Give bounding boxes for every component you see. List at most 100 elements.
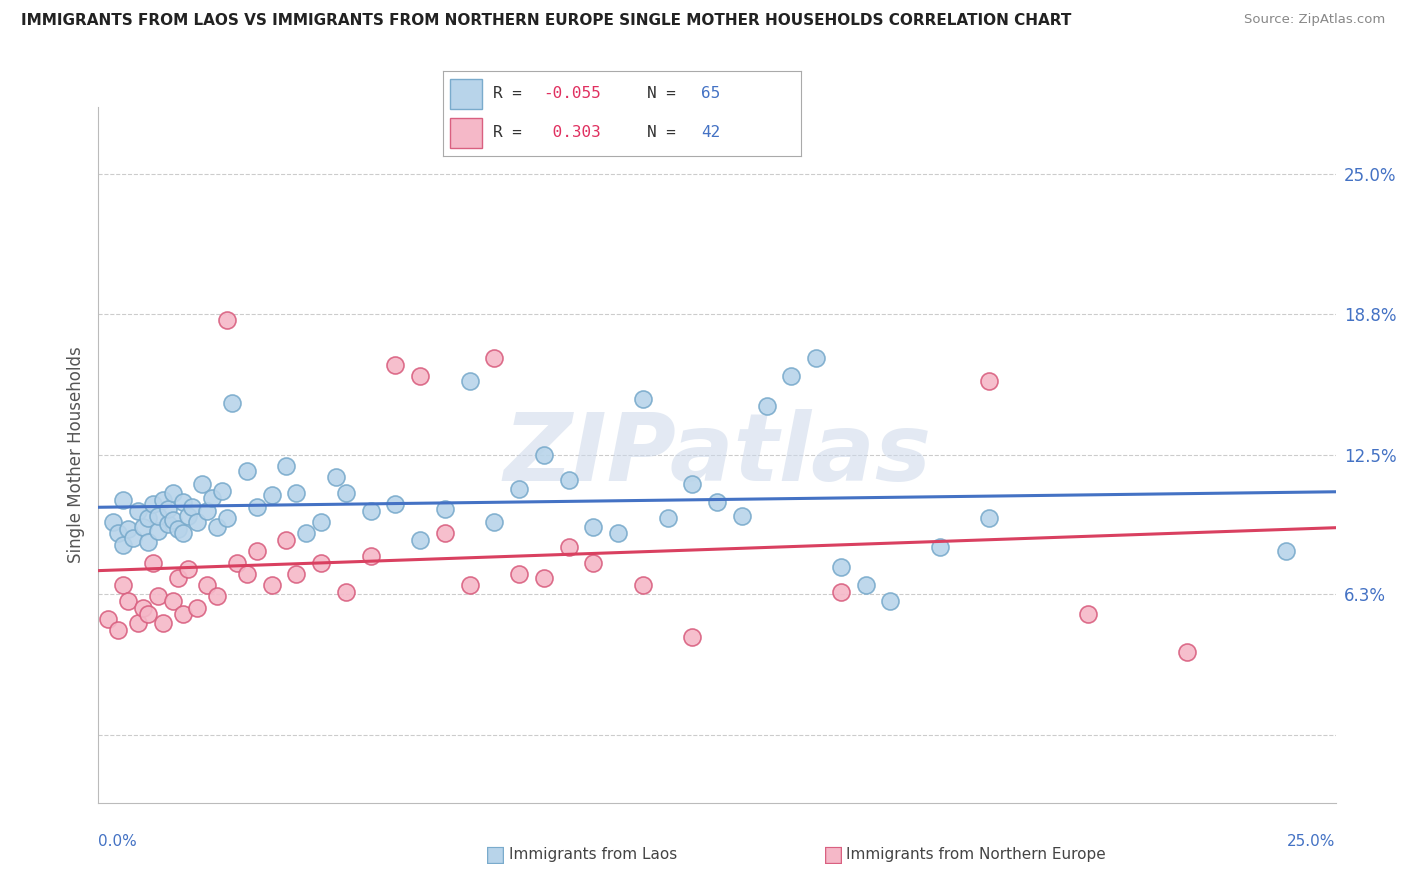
Point — [127, 616, 149, 631]
Text: ZIPatlas: ZIPatlas — [503, 409, 931, 501]
Point — [176, 562, 198, 576]
Point — [276, 533, 298, 548]
Point — [384, 497, 406, 511]
Text: N =: N = — [647, 125, 686, 140]
Point — [780, 369, 803, 384]
Point — [136, 607, 159, 622]
Point — [205, 590, 228, 604]
Point — [152, 616, 174, 631]
Point — [335, 584, 357, 599]
Text: -0.055: -0.055 — [543, 87, 600, 102]
Point — [146, 590, 169, 604]
Point — [107, 526, 129, 541]
Point — [681, 630, 703, 644]
Point — [112, 578, 135, 592]
Point — [433, 526, 456, 541]
Point — [186, 515, 208, 529]
Point — [246, 500, 269, 514]
Point — [162, 513, 184, 527]
Point — [1275, 544, 1298, 558]
Point — [706, 495, 728, 509]
Y-axis label: Single Mother Households: Single Mother Households — [66, 347, 84, 563]
Point — [136, 510, 159, 524]
Point — [1077, 607, 1099, 622]
Point — [217, 510, 239, 524]
Point — [979, 374, 1001, 388]
Text: Immigrants from Laos: Immigrants from Laos — [509, 847, 678, 862]
Point — [855, 578, 877, 592]
Point — [631, 578, 654, 592]
Point — [657, 510, 679, 524]
Point — [309, 556, 332, 570]
Point — [681, 477, 703, 491]
Point — [107, 623, 129, 637]
Point — [146, 524, 169, 539]
Text: 65: 65 — [702, 87, 720, 102]
Text: R =: R = — [494, 87, 531, 102]
Point — [295, 526, 318, 541]
Point — [557, 473, 579, 487]
Point — [276, 459, 298, 474]
Point — [103, 515, 125, 529]
Point — [484, 515, 506, 529]
Point — [112, 492, 135, 507]
Point — [132, 600, 155, 615]
Bar — [450, 79, 482, 109]
Point — [181, 500, 204, 514]
Point — [162, 594, 184, 608]
Text: R =: R = — [494, 125, 531, 140]
Point — [186, 600, 208, 615]
Point — [176, 508, 198, 523]
Point — [533, 571, 555, 585]
Point — [97, 612, 120, 626]
Point — [260, 488, 283, 502]
Point — [409, 533, 432, 548]
Point — [156, 517, 179, 532]
Point — [582, 520, 605, 534]
Point — [117, 522, 139, 536]
Text: 0.303: 0.303 — [543, 125, 600, 140]
Point — [458, 578, 481, 592]
Point — [191, 477, 214, 491]
Point — [226, 556, 249, 570]
Point — [195, 578, 218, 592]
Point — [755, 399, 778, 413]
Text: Source: ZipAtlas.com: Source: ZipAtlas.com — [1244, 13, 1385, 27]
Point — [384, 358, 406, 372]
Point — [246, 544, 269, 558]
Text: ■: ■ — [823, 845, 844, 864]
Point — [285, 566, 308, 581]
Point — [132, 520, 155, 534]
Point — [211, 483, 233, 498]
Text: ■: ■ — [485, 845, 506, 864]
Point — [631, 392, 654, 406]
Point — [508, 566, 530, 581]
Text: N =: N = — [647, 87, 686, 102]
Point — [142, 497, 165, 511]
Point — [879, 594, 901, 608]
Point — [112, 538, 135, 552]
Point — [360, 549, 382, 563]
Point — [1175, 645, 1198, 659]
Point — [285, 486, 308, 500]
Point — [409, 369, 432, 384]
Point — [142, 556, 165, 570]
Point — [335, 486, 357, 500]
Point — [804, 351, 827, 366]
Point — [195, 504, 218, 518]
Point — [136, 535, 159, 549]
Point — [166, 522, 188, 536]
Point — [458, 374, 481, 388]
Point — [152, 492, 174, 507]
Point — [172, 495, 194, 509]
Point — [325, 470, 347, 484]
Text: □: □ — [823, 845, 844, 864]
Point — [127, 504, 149, 518]
Point — [162, 486, 184, 500]
Point — [508, 482, 530, 496]
Point — [533, 448, 555, 462]
Point — [433, 501, 456, 516]
Point — [146, 508, 169, 523]
Point — [928, 540, 950, 554]
Point — [122, 531, 145, 545]
